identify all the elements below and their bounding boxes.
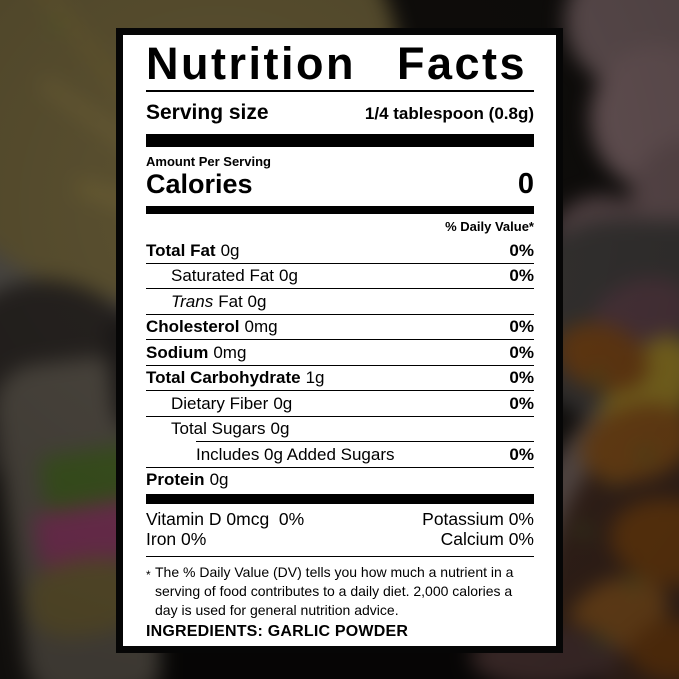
panel-content: Nutrition Facts Serving size 1/4 tablesp… [123,35,556,641]
daily-value-footnote: * The % Daily Value (DV) tells you how m… [146,563,534,620]
nutrient-amount: 0g [273,393,293,413]
thick-separator-bar [146,134,534,148]
nutrient-amount: Fat 0g [218,291,267,311]
daily-value-header: % Daily Value* [445,219,534,235]
nutrient-dv: 0% [509,444,534,464]
nutrient-dv: 0% [509,342,534,362]
nutrient-row-saturated-fat: Saturated Fat 0g 0% [146,264,534,290]
nutrient-name: Sodium [146,342,209,362]
calories-row: Calories 0 [146,168,534,201]
iron-value: Iron 0% [146,528,207,549]
nutrient-name: Saturated Fat [171,266,275,286]
nutrient-dv: 0% [509,240,534,260]
nutrient-row-total-sugars: Total Sugars 0g [146,417,534,442]
nutrient-name: Total Fat [146,240,216,260]
nutrient-amount: 1g [305,368,325,388]
nutrient-row-cholesterol: Cholesterol 0mg 0% [146,315,534,341]
nutrient-row-protein: Protein 0g [146,468,534,493]
nutrient-dv: 0% [509,368,534,388]
indented-rule [196,441,534,443]
panel-title: Nutrition Facts [146,38,528,89]
nutrient-name: Total Carbohydrate [146,368,301,388]
nutrient-dv: 0% [509,317,534,337]
calories-label: Calories [146,169,253,200]
nutrient-name: Trans [171,291,214,311]
medium-separator-bar [146,206,534,215]
nutrient-name: Cholesterol [146,317,240,337]
vitamin-row: Vitamin D 0mcg 0% Potassium 0% [146,510,534,530]
title-rule [146,90,534,93]
nutrient-row-total-carbohydrate: Total Carbohydrate 1g 0% [146,366,534,392]
amount-per-serving-label: Amount Per Serving [146,154,271,170]
nutrient-name: Includes 0g Added Sugars [196,444,395,464]
nutrient-amount: 0g [279,266,298,286]
nutrient-row-dietary-fiber: Dietary Fiber 0g 0% [146,391,534,417]
footnote-text: The % Daily Value (DV) tells you how muc… [155,564,514,619]
serving-size-label: Serving size [146,101,269,125]
nutrient-amount: 0g [270,419,290,439]
nutrient-dv: 0% [509,393,534,413]
nutrient-name: Total Sugars [171,419,266,439]
calcium-value: Calcium 0% [440,528,534,549]
nutrient-amount: 0g [220,240,240,260]
ingredients-statement: INGREDIENTS: GARLIC POWDER [146,623,409,641]
vitamins-section: Vitamin D 0mcg 0% Potassium 0% Iron 0% C… [146,510,534,549]
nutrient-dv: 0% [509,266,534,286]
calories-value: 0 [517,168,534,201]
nutrient-row-trans-fat: Trans Fat 0g [146,289,534,315]
nutrient-amount: 0mg [244,317,278,337]
footnote-rule [146,556,534,558]
potassium-value: Potassium 0% [422,509,534,530]
vitamin-d-value: Vitamin D 0mcg 0% [146,509,305,530]
nutrient-name: Protein [146,470,205,490]
footnote-asterisk: * [146,568,151,583]
thick-separator-bar [146,494,534,505]
nutrition-facts-panel: Nutrition Facts Serving size 1/4 tablesp… [116,28,563,653]
nutrient-row-added-sugars: Includes 0g Added Sugars 0% [146,442,534,468]
serving-size-value: 1/4 tablespoon (0.8g) [364,104,534,124]
nutrient-row-sodium: Sodium 0mg 0% [146,340,534,366]
serving-size-row: Serving size 1/4 tablespoon (0.8g) [146,101,534,125]
nutrient-amount: 0g [209,470,229,490]
vitamin-row: Iron 0% Calcium 0% [146,528,534,550]
nutrient-amount: 0mg [213,342,247,362]
nutrient-row-total-fat: Total Fat 0g 0% [146,238,534,264]
nutrient-name: Dietary Fiber [171,393,269,413]
